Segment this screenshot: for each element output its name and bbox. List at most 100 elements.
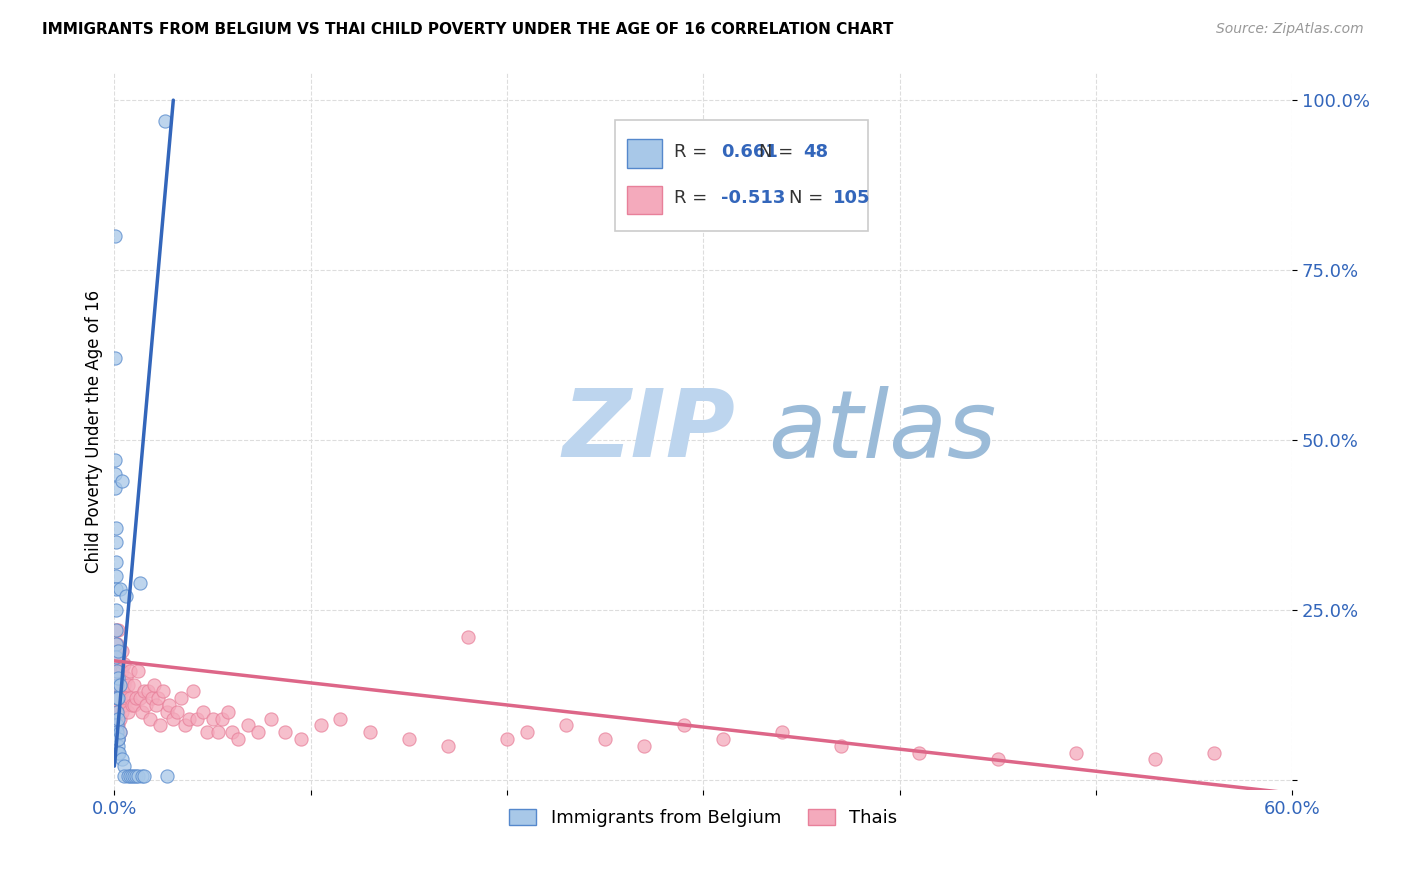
- Point: [145, 698, 167, 712]
- Point: [1202, 746, 1225, 760]
- Point: [110, 712, 132, 726]
- FancyBboxPatch shape: [614, 120, 868, 231]
- Point: [121, 769, 143, 783]
- Point: [104, 229, 127, 244]
- Point: [398, 731, 420, 746]
- Point: [770, 725, 793, 739]
- Point: [115, 691, 138, 706]
- Point: [830, 739, 852, 753]
- Point: [156, 705, 179, 719]
- Text: Source: ZipAtlas.com: Source: ZipAtlas.com: [1216, 22, 1364, 37]
- Point: [104, 453, 127, 467]
- Point: [170, 691, 193, 706]
- Point: [107, 739, 129, 753]
- Point: [104, 555, 127, 569]
- Point: [105, 698, 128, 712]
- Point: [105, 698, 128, 712]
- Point: [131, 705, 153, 719]
- Point: [104, 534, 127, 549]
- Point: [111, 752, 134, 766]
- Point: [107, 643, 129, 657]
- Point: [155, 113, 177, 128]
- Point: [112, 759, 135, 773]
- Point: [107, 705, 129, 719]
- Point: [201, 712, 224, 726]
- Point: [260, 712, 283, 726]
- Text: R =: R =: [673, 143, 713, 161]
- Point: [105, 677, 128, 691]
- Point: [107, 746, 129, 760]
- Point: [516, 725, 538, 739]
- Point: [105, 684, 128, 698]
- Text: R =: R =: [673, 189, 713, 208]
- Point: [105, 705, 128, 719]
- Point: [191, 705, 214, 719]
- Point: [111, 664, 134, 678]
- Point: [105, 637, 128, 651]
- Point: [105, 603, 128, 617]
- Point: [129, 575, 152, 590]
- Point: [120, 769, 142, 783]
- Text: 0.661: 0.661: [721, 143, 778, 161]
- Text: N =: N =: [759, 143, 793, 161]
- Point: [127, 769, 149, 783]
- Point: [152, 684, 174, 698]
- Point: [132, 684, 155, 698]
- Point: [115, 671, 138, 685]
- Point: [593, 731, 616, 746]
- Point: [105, 671, 128, 685]
- Point: [107, 677, 129, 691]
- Point: [105, 718, 128, 732]
- Point: [115, 589, 138, 603]
- Point: [105, 624, 128, 638]
- Point: [107, 671, 129, 685]
- Point: [105, 725, 128, 739]
- Point: [105, 712, 128, 726]
- Point: [496, 731, 519, 746]
- Point: [104, 351, 127, 366]
- Text: 48: 48: [803, 143, 828, 161]
- Point: [122, 769, 145, 783]
- Point: [112, 769, 135, 783]
- Point: [217, 705, 239, 719]
- Point: [107, 657, 129, 672]
- Text: -0.513: -0.513: [721, 189, 786, 208]
- Point: [359, 725, 381, 739]
- Point: [177, 712, 200, 726]
- Point: [105, 664, 128, 678]
- Y-axis label: Child Poverty Under the Age of 16: Child Poverty Under the Age of 16: [86, 290, 103, 573]
- Point: [105, 725, 128, 739]
- Point: [112, 657, 135, 672]
- Point: [274, 725, 297, 739]
- Point: [207, 725, 229, 739]
- Point: [107, 731, 129, 746]
- Point: [104, 481, 127, 495]
- Point: [457, 630, 479, 644]
- Point: [437, 739, 460, 753]
- Point: [104, 467, 127, 481]
- Point: [211, 712, 233, 726]
- Legend: Immigrants from Belgium, Thais: Immigrants from Belgium, Thais: [502, 802, 905, 835]
- Point: [181, 684, 204, 698]
- Point: [162, 712, 184, 726]
- Point: [110, 725, 132, 739]
- Point: [146, 691, 169, 706]
- Point: [121, 698, 143, 712]
- Point: [672, 718, 695, 732]
- Point: [105, 718, 128, 732]
- Point: [105, 705, 128, 719]
- Point: [987, 752, 1010, 766]
- Point: [105, 657, 128, 672]
- Point: [125, 691, 148, 706]
- Point: [711, 731, 734, 746]
- Text: 105: 105: [832, 189, 870, 208]
- Point: [135, 698, 157, 712]
- Point: [107, 691, 129, 706]
- Point: [1064, 746, 1087, 760]
- Text: atlas: atlas: [768, 386, 997, 477]
- Point: [108, 650, 131, 665]
- Point: [104, 521, 127, 535]
- Point: [221, 725, 243, 739]
- Point: [107, 624, 129, 638]
- Point: [120, 691, 142, 706]
